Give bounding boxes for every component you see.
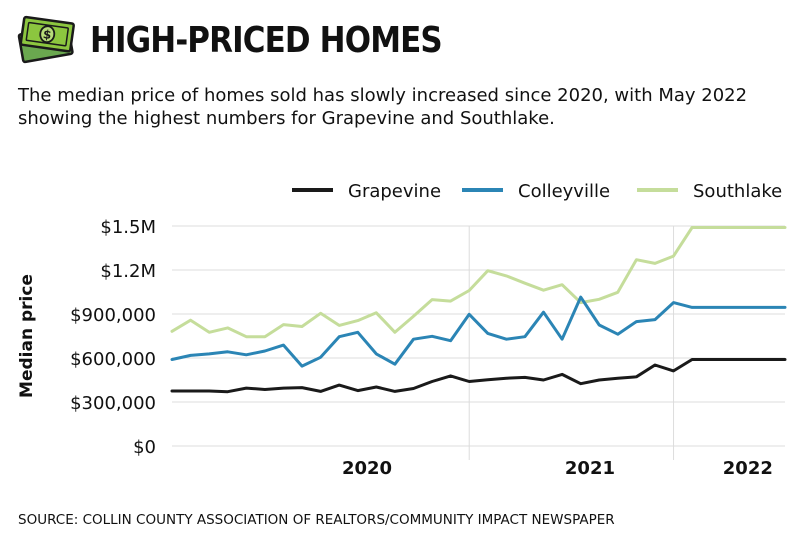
series-line-southlake (170, 226, 787, 339)
legend-label-southlake: Southlake (693, 181, 782, 202)
x-year-label: 2020 (342, 458, 392, 479)
y-tick-label: $1.5M (100, 217, 156, 238)
y-tick-label: $900,000 (70, 305, 156, 326)
legend-label-grapevine: Grapevine (348, 181, 441, 202)
page-title: HIGH-PRICED HOMES (90, 19, 443, 61)
x-year-label: 2022 (723, 458, 773, 479)
money-icon: $ (17, 15, 75, 64)
y-tick-label: $300,000 (70, 393, 156, 414)
legend-label-colleyville: Colleyville (518, 181, 610, 202)
x-year-label: 2021 (565, 458, 615, 479)
series-line-colleyville (170, 295, 787, 368)
y-tick-label: $600,000 (70, 349, 156, 370)
subtitle: The median price of homes sold has slowl… (18, 85, 748, 129)
svg-text:$: $ (42, 27, 52, 42)
y-tick-label: $1.2M (100, 261, 156, 282)
series-line-grapevine (170, 358, 787, 394)
header: $ HIGH-PRICED HOMES (14, 10, 499, 70)
y-tick-label: $0 (133, 437, 156, 458)
y-axis-label: Median price (17, 274, 37, 398)
source-note: SOURCE: COLLIN COUNTY ASSOCIATION OF REA… (18, 512, 615, 528)
